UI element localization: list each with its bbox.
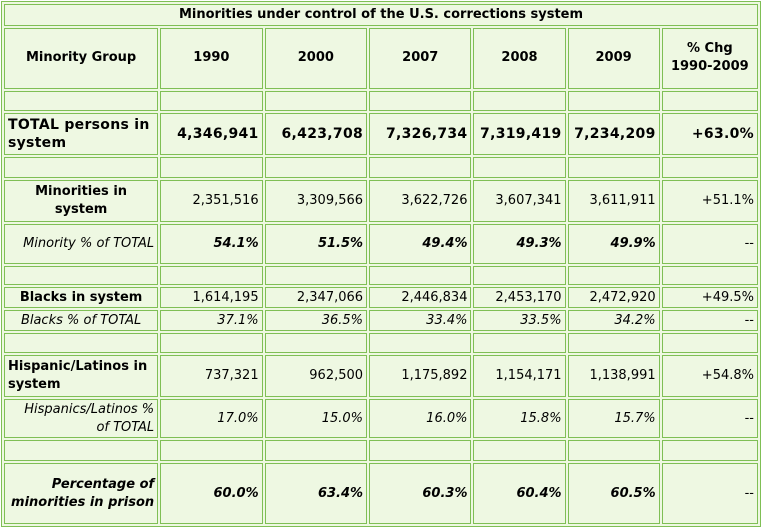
cell-prison-pct-2007: 60.3% [369, 463, 472, 524]
cell-blacks-pct-2008: 33.5% [473, 310, 566, 332]
row-label-prison-pct: Percentage of minorities in prison [4, 463, 159, 524]
spacer-row [4, 440, 758, 462]
cell-blacks-2000: 2,347,066 [264, 287, 368, 309]
header-row: Minority Group 1990 2000 2007 2008 2009 … [4, 27, 758, 89]
cell-blacks-1990: 1,614,195 [160, 287, 263, 309]
cell-blacks-pct-2009: 34.2% [567, 310, 660, 332]
row-label-hispanic-pct: Hispanics/Latinos % of TOTAL [4, 398, 159, 439]
cell-hispanic-pct-2008: 15.8% [473, 398, 566, 439]
cell-minority-pct-2008: 49.3% [473, 223, 566, 264]
row-label-minority-pct: Minority % of TOTAL [4, 223, 159, 264]
cell-hispanic-pct-1990: 17.0% [160, 398, 263, 439]
table-row: Blacks in system 1,614,195 2,347,066 2,4… [4, 287, 758, 309]
cell-minority-pct-2009: 49.9% [567, 223, 660, 264]
cell-minority-pct-2000: 51.5% [264, 223, 368, 264]
cell-hispanic-pct-chg: -- [661, 398, 758, 439]
cell-blacks-pct-1990: 37.1% [160, 310, 263, 332]
cell-minority-pct-2007: 49.4% [369, 223, 472, 264]
cell-hispanic-2000: 962,500 [264, 355, 368, 397]
row-label-blacks-pct: Blacks % of TOTAL [4, 310, 159, 332]
cell-prison-pct-2009: 60.5% [567, 463, 660, 524]
cell-blacks-2009: 2,472,920 [567, 287, 660, 309]
cell-minorities-chg: +51.1% [661, 180, 758, 222]
cell-total-chg: +63.0% [661, 113, 758, 156]
cell-total-2007: 7,326,734 [369, 113, 472, 156]
cell-blacks-2008: 2,453,170 [473, 287, 566, 309]
cell-minorities-2008: 3,607,341 [473, 180, 566, 222]
cell-hispanic-2007: 1,175,892 [369, 355, 472, 397]
cell-hispanic-pct-2000: 15.0% [264, 398, 368, 439]
row-label-hispanic: Hispanic/Latinos in system [4, 355, 159, 397]
cell-minority-pct-1990: 54.1% [160, 223, 263, 264]
cell-minorities-2000: 3,309,566 [264, 180, 368, 222]
cell-total-2000: 6,423,708 [264, 113, 368, 156]
table-row: Minorities in system 2,351,516 3,309,566… [4, 180, 758, 222]
cell-minorities-2007: 3,622,726 [369, 180, 472, 222]
header-pct-change: % Chg 1990-2009 [661, 27, 758, 89]
row-label-minorities: Minorities in system [4, 180, 159, 222]
cell-total-2009: 7,234,209 [567, 113, 660, 156]
header-minority-group: Minority Group [4, 27, 159, 89]
table-row: Hispanics/Latinos % of TOTAL 17.0% 15.0%… [4, 398, 758, 439]
header-2007: 2007 [369, 27, 472, 89]
cell-total-1990: 4,346,941 [160, 113, 263, 156]
header-2008: 2008 [473, 27, 566, 89]
cell-total-2008: 7,319,419 [473, 113, 566, 156]
table-row: Minority % of TOTAL 54.1% 51.5% 49.4% 49… [4, 223, 758, 264]
spacer-row [4, 90, 758, 112]
cell-minorities-2009: 3,611,911 [567, 180, 660, 222]
cell-minorities-1990: 2,351,516 [160, 180, 263, 222]
cell-hispanic-2009: 1,138,991 [567, 355, 660, 397]
table-row: TOTAL persons in system 4,346,941 6,423,… [4, 113, 758, 156]
cell-blacks-pct-2000: 36.5% [264, 310, 368, 332]
cell-prison-pct-2008: 60.4% [473, 463, 566, 524]
table-row: Blacks % of TOTAL 37.1% 36.5% 33.4% 33.5… [4, 310, 758, 332]
cell-blacks-pct-chg: -- [661, 310, 758, 332]
cell-hispanic-chg: +54.8% [661, 355, 758, 397]
table-title: Minorities under control of the U.S. cor… [4, 4, 758, 26]
header-1990: 1990 [160, 27, 263, 89]
cell-prison-pct-chg: -- [661, 463, 758, 524]
spacer-row [4, 157, 758, 179]
row-label-blacks: Blacks in system [4, 287, 159, 309]
header-2000: 2000 [264, 27, 368, 89]
cell-prison-pct-2000: 63.4% [264, 463, 368, 524]
cell-hispanic-pct-2009: 15.7% [567, 398, 660, 439]
cell-hispanic-pct-2007: 16.0% [369, 398, 472, 439]
cell-prison-pct-1990: 60.0% [160, 463, 263, 524]
spacer-row [4, 333, 758, 353]
cell-hispanic-1990: 737,321 [160, 355, 263, 397]
cell-blacks-pct-2007: 33.4% [369, 310, 472, 332]
table-row: Percentage of minorities in prison 60.0%… [4, 463, 758, 524]
header-2009: 2009 [567, 27, 660, 89]
table-row: Hispanic/Latinos in system 737,321 962,5… [4, 355, 758, 397]
cell-blacks-chg: +49.5% [661, 287, 758, 309]
cell-hispanic-2008: 1,154,171 [473, 355, 566, 397]
row-label-total: TOTAL persons in system [4, 113, 159, 156]
cell-minority-pct-chg: -- [661, 223, 758, 264]
spacer-row [4, 265, 758, 286]
cell-blacks-2007: 2,446,834 [369, 287, 472, 309]
